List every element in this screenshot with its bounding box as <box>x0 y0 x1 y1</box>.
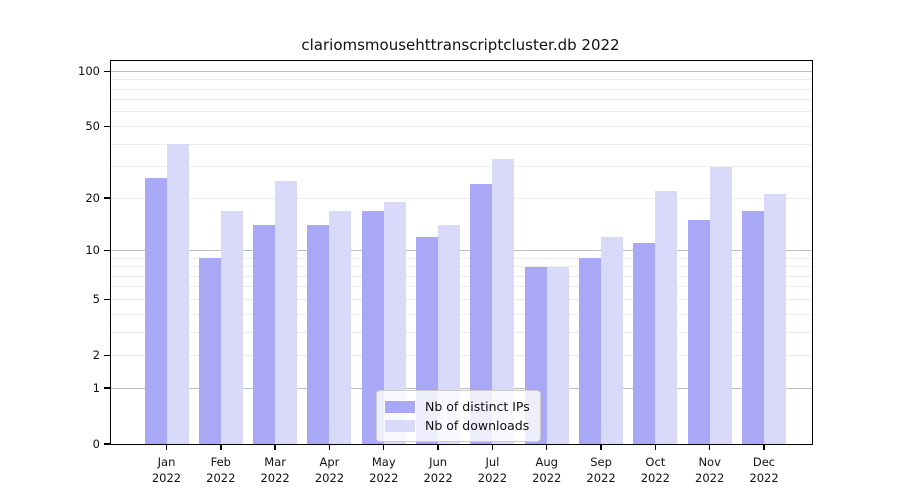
bar-downloads-oct <box>655 190 678 444</box>
bar-distinct-ips-nov <box>687 220 710 444</box>
gridline-minor-30 <box>111 166 812 168</box>
bar-downloads-jan <box>166 144 189 444</box>
bar-downloads-dec <box>764 194 787 444</box>
bar-distinct-ips-oct <box>633 243 656 444</box>
bar-distinct-ips-sep <box>579 258 602 444</box>
x-tick-mark-feb <box>220 444 222 450</box>
bar-distinct-ips-dec <box>742 210 765 444</box>
y-tick-label-10: 10 <box>85 243 100 258</box>
gridline-minor-20 <box>111 197 812 199</box>
plot-area: 0 1 2 5 10 20 50 100 Jan 2022 Feb 2022 Mar 2022 Apr… <box>78 60 813 485</box>
x-tick-label-aug: Aug 2022 <box>532 455 562 485</box>
legend-label-distinct-ips: Nb of distinct IPs <box>425 399 530 414</box>
legend-row-distinct-ips: Nb of distinct IPs <box>385 397 530 416</box>
legend-swatch-downloads <box>385 419 415 432</box>
x-tick-label-may: May 2022 <box>369 455 399 485</box>
legend-swatch-distinct-ips <box>385 400 415 413</box>
x-tick-mark-jan <box>165 444 168 450</box>
x-tick-mark-nov <box>709 444 711 450</box>
x-tick-mark-aug <box>546 444 548 450</box>
chart-title: clariomsmousehttranscriptcluster.db 2022 <box>301 36 620 54</box>
x-tick-mark-jul <box>491 444 494 450</box>
bar-downloads-mar <box>275 180 298 444</box>
gridline-minor-90 <box>111 79 812 81</box>
bar-distinct-ips-apr <box>307 225 330 444</box>
bar-downloads-jul <box>492 159 515 444</box>
gridline-minor-6 <box>111 286 812 288</box>
gridline-minor-8 <box>111 266 812 268</box>
x-tick-mark-apr <box>328 444 331 450</box>
gridline-minor-50 <box>111 125 812 127</box>
gridline-major-100 <box>111 70 812 72</box>
x-tick-label-dec: Dec 2022 <box>749 455 779 485</box>
gridline-minor-2 <box>111 354 812 356</box>
bar-distinct-ips-jan <box>144 177 167 444</box>
y-tick-label-2: 2 <box>92 348 100 363</box>
y-tick-label-5: 5 <box>92 292 100 307</box>
y-tick-label-20: 20 <box>85 191 100 206</box>
y-tick-mark-100 <box>103 70 110 72</box>
bar-distinct-ips-may <box>361 210 384 444</box>
gridline-major-1 <box>111 387 812 389</box>
legend-row-downloads: Nb of downloads <box>385 416 530 435</box>
gridline-minor-80 <box>111 88 812 90</box>
y-tick-mark-1 <box>103 387 110 389</box>
x-tick-mark-oct <box>654 444 657 450</box>
x-tick-mark-jun <box>437 444 439 450</box>
x-tick-label-nov: Nov 2022 <box>695 455 725 485</box>
bar-downloads-jun <box>438 225 461 444</box>
gridline-minor-9 <box>111 257 812 259</box>
x-tick-mark-dec <box>763 444 765 450</box>
y-tick-label-100: 100 <box>78 64 100 79</box>
bar-downloads-apr <box>329 210 352 444</box>
y-tick-mark-2 <box>103 354 110 356</box>
gridline-minor-5 <box>111 298 812 300</box>
gridline-minor-40 <box>111 143 812 145</box>
legend: Nb of distinct IPs Nb of downloads <box>376 390 541 442</box>
x-tick-label-oct: Oct 2022 <box>640 455 671 485</box>
gridline-minor-3 <box>111 331 812 333</box>
gridline-minor-60 <box>111 111 812 113</box>
gridline-minor-70 <box>111 99 812 101</box>
y-tick-mark-20 <box>103 197 110 199</box>
x-tick-label-mar: Mar 2022 <box>260 455 290 485</box>
y-tick-label-1: 1 <box>92 381 100 396</box>
x-tick-mark-may <box>383 444 385 450</box>
y-tick-mark-10 <box>103 249 110 252</box>
bar-distinct-ips-mar <box>253 225 276 444</box>
y-tick-label-50: 50 <box>85 119 100 134</box>
legend-label-downloads: Nb of downloads <box>425 418 530 433</box>
bar-downloads-nov <box>709 166 732 444</box>
y-tick-label-0: 0 <box>92 437 100 451</box>
bar-downloads-feb <box>220 210 243 444</box>
bar-downloads-aug <box>546 266 569 444</box>
gridline-minor-4 <box>111 313 812 315</box>
bar-downloads-may <box>383 202 406 444</box>
x-tick-label-jul: Jul 2022 <box>477 455 508 485</box>
x-tick-label-jun: Jun 2022 <box>423 455 453 485</box>
x-tick-label-feb: Feb 2022 <box>206 455 236 485</box>
x-tick-label-sep: Sep 2022 <box>586 455 616 485</box>
x-tick-mark-mar <box>274 444 276 450</box>
bar-downloads-sep <box>601 236 624 444</box>
y-tick-mark-0 <box>103 443 110 445</box>
y-tick-mark-50 <box>103 125 110 128</box>
bar-distinct-ips-jul <box>470 184 493 444</box>
x-tick-label-apr: Apr 2022 <box>314 455 345 485</box>
gridline-minor-7 <box>111 275 812 277</box>
x-tick-mark-sep <box>600 444 602 450</box>
gridline-major-10 <box>111 249 812 251</box>
bar-distinct-ips-feb <box>198 258 221 444</box>
y-tick-mark-5 <box>103 298 110 300</box>
x-tick-label-jan: Jan 2022 <box>151 455 182 485</box>
